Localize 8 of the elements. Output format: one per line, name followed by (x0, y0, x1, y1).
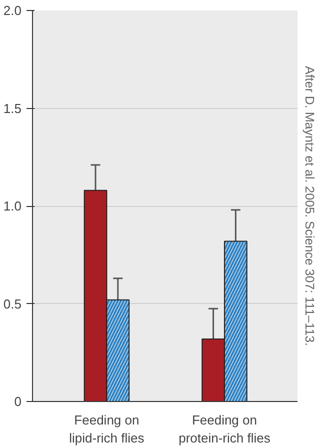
y-tick-label: 2.0 (3, 3, 22, 18)
y-tick-label: 0.5 (3, 296, 22, 312)
x-tick-label: Feeding on lipid-rich flies (69, 412, 145, 446)
y-tick-label: 1.5 (3, 100, 22, 116)
y-tick-label: 0 (14, 394, 22, 409)
x-tick-label: Feeding on protein-rich flies (178, 412, 271, 446)
y-tick-label: 1.0 (3, 198, 22, 214)
text: After D. Mayntz et al. 2005. Science 307: 111–113. (302, 66, 316, 346)
